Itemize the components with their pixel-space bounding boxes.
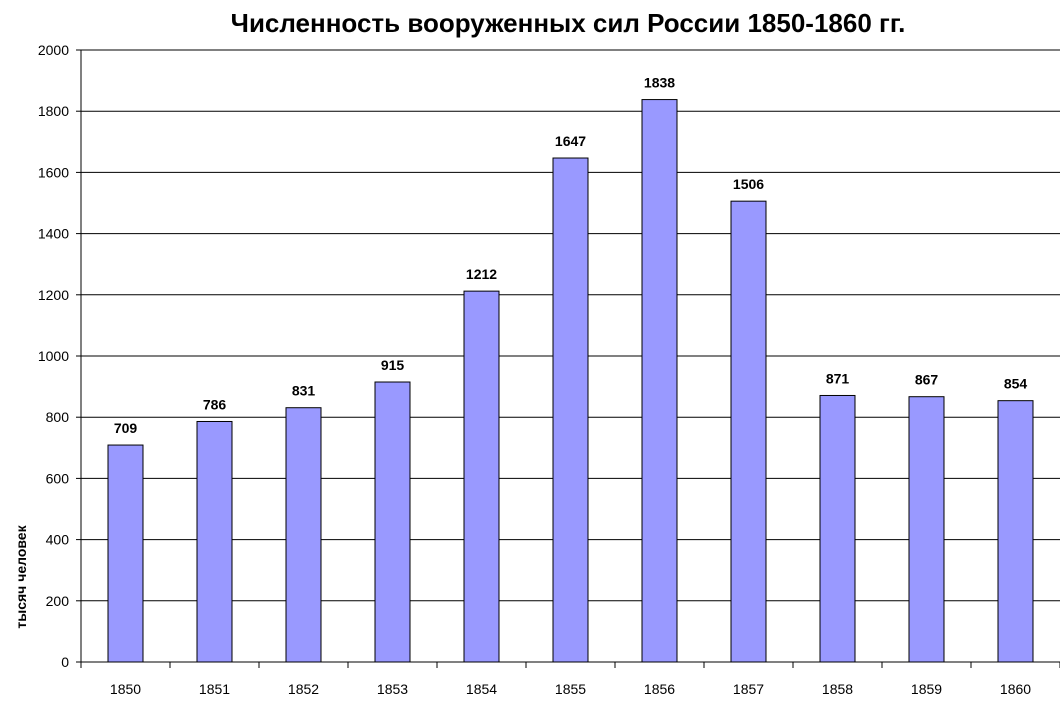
y-tick-label: 2000 bbox=[38, 42, 69, 58]
x-tick-label: 1856 bbox=[644, 681, 675, 697]
x-tick-label: 1855 bbox=[555, 681, 586, 697]
bar-1855 bbox=[552, 157, 589, 663]
data-label: 867 bbox=[915, 372, 939, 388]
data-label: 1838 bbox=[644, 75, 675, 91]
axes bbox=[76, 49, 1060, 668]
x-tick-label: 1853 bbox=[377, 681, 408, 697]
data-label: 1506 bbox=[733, 176, 764, 192]
data-labels: 709 786 831 915 1212 1647 1838 1506 871 867 854 bbox=[114, 75, 1028, 436]
bar-1857 bbox=[730, 200, 767, 663]
chart-title: Численность вооруженных сил России 1850-… bbox=[230, 8, 906, 38]
data-label: 854 bbox=[1004, 376, 1028, 392]
data-label: 1212 bbox=[466, 266, 497, 282]
data-label: 871 bbox=[826, 370, 850, 386]
data-label: 831 bbox=[292, 383, 316, 399]
data-label: 915 bbox=[381, 357, 405, 373]
x-tick-label: 1858 bbox=[822, 681, 853, 697]
x-tick-label: 1860 bbox=[1000, 681, 1031, 697]
bar-1851 bbox=[196, 420, 233, 663]
bars bbox=[107, 99, 1034, 663]
x-tick-label: 1857 bbox=[733, 681, 764, 697]
y-tick-label: 1800 bbox=[38, 103, 69, 119]
data-label: 709 bbox=[114, 420, 138, 436]
x-tick-label: 1850 bbox=[110, 681, 141, 697]
y-tick-label: 1000 bbox=[38, 348, 69, 364]
bar-1850 bbox=[107, 444, 144, 663]
x-tick-label: 1854 bbox=[466, 681, 497, 697]
y-tick-label: 400 bbox=[46, 532, 70, 548]
bar-1860 bbox=[997, 400, 1034, 663]
x-tick-labels: 1850 1851 1852 1853 1854 1855 1856 1857 1858 1859… bbox=[110, 681, 1031, 697]
y-tick-label: 1400 bbox=[38, 226, 69, 242]
x-tick-label: 1859 bbox=[911, 681, 942, 697]
y-tick-label: 200 bbox=[46, 593, 70, 609]
y-tick-label: 800 bbox=[46, 409, 70, 425]
x-tick-label: 1852 bbox=[288, 681, 319, 697]
data-label: 786 bbox=[203, 396, 227, 412]
bar-1858 bbox=[819, 394, 856, 663]
y-tick-label: 0 bbox=[61, 654, 69, 670]
bar-1856 bbox=[641, 99, 678, 663]
x-tick-label: 1851 bbox=[199, 681, 230, 697]
data-label: 1647 bbox=[555, 133, 586, 149]
bar-1853 bbox=[374, 381, 411, 663]
bar-1854 bbox=[463, 290, 500, 663]
y-axis-label: тысяч человек bbox=[13, 524, 29, 628]
y-tick-label: 600 bbox=[46, 470, 70, 486]
bar-1859 bbox=[908, 396, 945, 663]
bar-1852 bbox=[285, 407, 322, 663]
y-tick-labels: 0 200 400 600 800 1000 1200 1400 1600 1800 2000 bbox=[38, 42, 69, 670]
y-tick-label: 1600 bbox=[38, 164, 69, 180]
y-tick-label: 1200 bbox=[38, 287, 69, 303]
